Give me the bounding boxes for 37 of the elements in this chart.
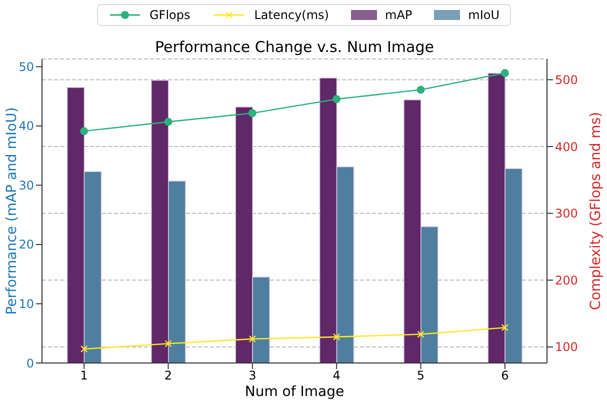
legend-label: GFlops bbox=[150, 8, 190, 22]
y2-tick-label: 300 bbox=[555, 206, 578, 221]
point bbox=[248, 109, 256, 118]
y2-tick-label: 100 bbox=[555, 340, 578, 354]
y-tick-label: 30 bbox=[18, 178, 34, 192]
y-tick-label: 10 bbox=[18, 297, 34, 311]
legend-label: mAP bbox=[385, 8, 412, 22]
x-tick-label: 6 bbox=[501, 368, 509, 383]
legend-label: mIoU bbox=[468, 8, 500, 22]
x-tick-label: 3 bbox=[248, 368, 256, 383]
y2-tick-label: 200 bbox=[555, 273, 578, 288]
y2-axis-title: Complexity (GFlops and ms) bbox=[588, 112, 604, 310]
y-axis-title: Performance (mAP and mIoU) bbox=[4, 107, 20, 315]
point bbox=[501, 324, 509, 332]
point bbox=[500, 69, 509, 78]
chart-title: Performance Change v.s. Num Image bbox=[154, 38, 435, 56]
point bbox=[164, 118, 172, 126]
point bbox=[80, 127, 88, 136]
x-tick-label: 2 bbox=[164, 368, 172, 383]
y-tick-label: 20 bbox=[18, 238, 34, 252]
legend-label: Latency(ms) bbox=[254, 8, 329, 22]
y2-tick-label: 500 bbox=[555, 72, 578, 87]
x-axis-title: Num of Image bbox=[244, 384, 344, 400]
point bbox=[417, 330, 424, 338]
x-tick-label: 1 bbox=[80, 368, 88, 383]
y2-tick-label: 400 bbox=[555, 140, 578, 154]
point bbox=[332, 95, 341, 104]
point bbox=[248, 335, 256, 343]
point bbox=[80, 345, 88, 353]
point bbox=[416, 86, 425, 94]
y-tick-label: 0 bbox=[26, 356, 34, 370]
point bbox=[164, 340, 172, 348]
point bbox=[332, 333, 340, 341]
y-tick-label: 40 bbox=[18, 119, 34, 134]
x-tick-label: 5 bbox=[416, 368, 425, 383]
x-tick-label: 4 bbox=[332, 368, 340, 383]
y-tick-label: 50 bbox=[18, 60, 34, 74]
